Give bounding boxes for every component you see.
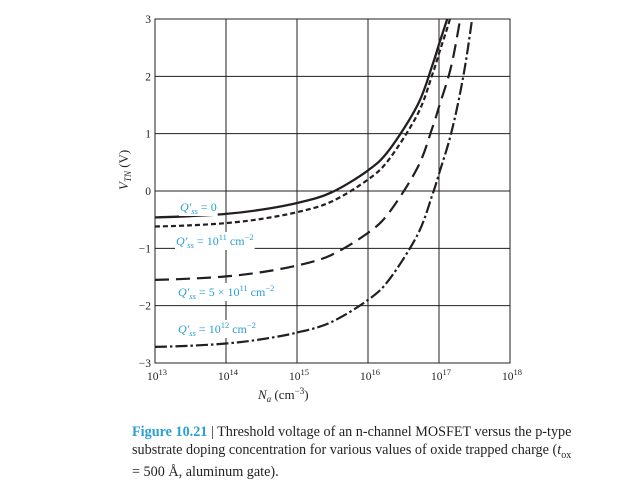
y-tick-label: 2 <box>145 71 151 83</box>
series-line-solid <box>155 19 449 219</box>
series-curves <box>155 19 474 348</box>
x-tick-label: 1013 <box>147 367 167 383</box>
x-tick-label: 1018 <box>502 367 522 383</box>
x-axis-title-exp: −3 <box>295 386 305 396</box>
y-tick-label: 3 <box>145 14 151 26</box>
x-axis-title-unit: (cm <box>271 387 294 402</box>
y-tick-label: 1 <box>145 129 151 141</box>
caption-tox-t: t <box>557 441 562 458</box>
x-tick-labels: 1013 1014 1015 1016 1017 1018 <box>147 367 522 383</box>
plot-frame <box>154 18 511 364</box>
caption-text-1: Threshold voltage of an n-channel MOSFET… <box>132 424 572 458</box>
x-axis-title: Na (cm−3) <box>257 386 309 404</box>
y-axis-title: VTN (V) <box>116 150 133 190</box>
y-axis-title-main: V <box>116 180 131 190</box>
x-axis-title-close: ) <box>304 387 308 402</box>
y-tick-label: −1 <box>139 243 151 255</box>
y-tick-label: −2 <box>139 301 151 313</box>
series-label-backing <box>175 232 255 250</box>
y-tick-label: 0 <box>145 186 151 198</box>
caption-tox-sub: ox <box>561 449 572 461</box>
series-label-backing <box>177 320 257 338</box>
series-line-short-dash <box>155 19 452 228</box>
x-tick-label: 1017 <box>431 367 451 383</box>
series-labels: Q′ss = 0 Q′ss = 1011 cm−2 Q′ss = 5 × 1011 … <box>175 200 276 338</box>
x-tick-label: 1014 <box>218 367 239 383</box>
series-label-dash-dot: Q′ss = 1012 cm−2 <box>178 320 256 338</box>
x-tick-label: 1015 <box>289 367 309 383</box>
series-line-long-dash <box>155 19 462 281</box>
x-tick-label: 1016 <box>360 367 380 383</box>
y-axis-title-unit: (V) <box>116 150 131 171</box>
caption-separator: | <box>207 424 218 440</box>
series-label-backing <box>177 283 276 301</box>
series-label-long-dash: Q′ss = 5 × 1011 cm−2 <box>178 283 274 301</box>
x-axis-title-main: N <box>257 387 268 402</box>
x-axis-title-sub: a <box>267 394 272 404</box>
series-label-solid: Q′ss = 0 <box>180 200 217 216</box>
caption-text-2: = 500 Å, aluminum gate). <box>132 464 279 481</box>
y-tick-labels: 3 2 1 0 −1 −2 −3 <box>139 14 152 370</box>
series-label-short-dash: Q′ss = 1011 cm−2 <box>176 232 254 250</box>
series-label-backing <box>179 200 218 216</box>
figure-caption: Figure 10.21 | Threshold voltage of an n… <box>132 424 572 482</box>
chart-area: 3 2 1 0 −1 −2 −3 1013 1014 1015 1016 1017 1018 Q′ss… <box>116 14 522 404</box>
figure-label: Figure 10.21 <box>132 424 208 440</box>
y-tick-label: −3 <box>139 358 151 370</box>
y-axis-title-sub: TN <box>123 170 133 182</box>
series-line-dash-dot <box>155 19 474 348</box>
